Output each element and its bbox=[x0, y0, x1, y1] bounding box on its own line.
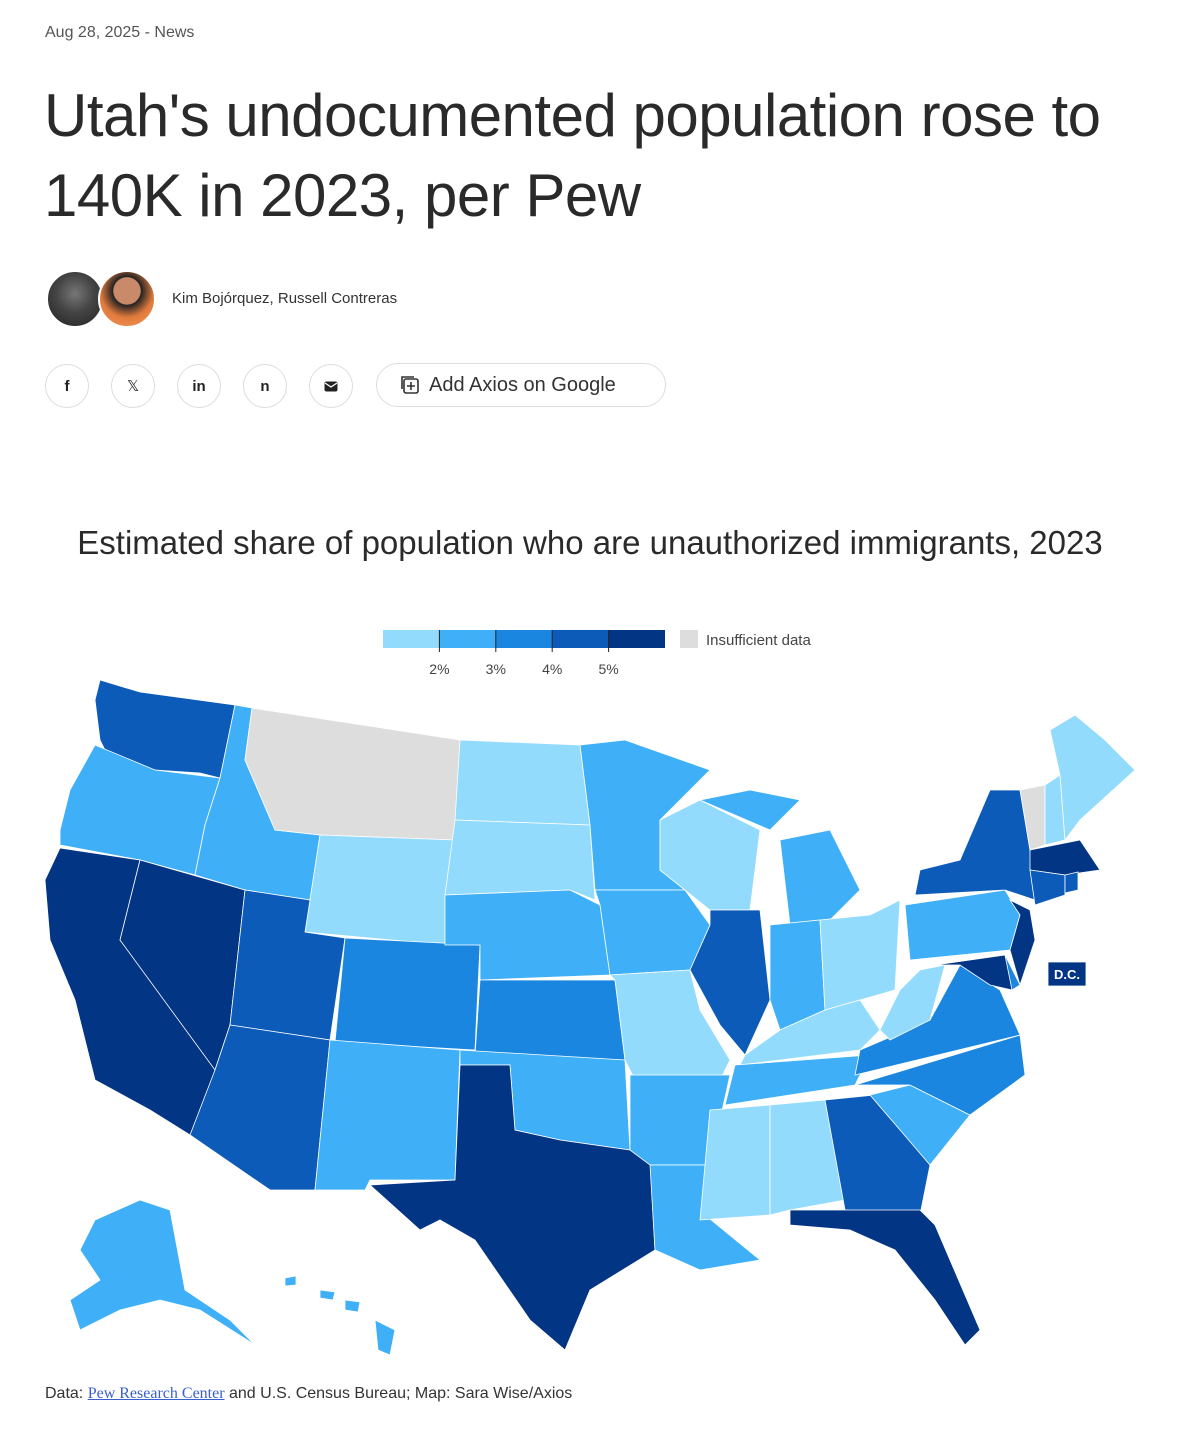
region bbox=[689, 909, 771, 1056]
dateline: Aug 28, 2025 - News bbox=[45, 24, 195, 41]
legend-tick-label: 4% bbox=[542, 661, 562, 677]
region bbox=[594, 889, 711, 976]
region bbox=[369, 1064, 656, 1351]
author-avatar[interactable] bbox=[98, 270, 156, 328]
legend-tick-label: 5% bbox=[598, 661, 618, 677]
source-link[interactable]: Pew Research Center bbox=[87, 1385, 225, 1402]
region bbox=[789, 1209, 981, 1346]
region bbox=[69, 1199, 256, 1346]
legend-swatch bbox=[495, 630, 553, 648]
legend-no-data bbox=[680, 630, 698, 648]
share-email[interactable] bbox=[309, 364, 353, 408]
google-icon bbox=[401, 376, 419, 394]
region bbox=[314, 1039, 461, 1191]
google-label: Add Axios on Google bbox=[429, 373, 616, 396]
mail-icon bbox=[324, 381, 338, 391]
region bbox=[1047, 961, 1087, 987]
region bbox=[304, 834, 456, 946]
region bbox=[699, 1104, 771, 1221]
legend-swatch bbox=[608, 630, 665, 648]
footer-text: and U.S. Census Bureau; Map: Sara Wise/A… bbox=[229, 1385, 573, 1402]
region bbox=[1064, 871, 1079, 894]
share-x[interactable]: 𝕏 bbox=[111, 364, 155, 408]
headline: Utah's undocumented population rose to 1… bbox=[44, 82, 1101, 229]
region bbox=[244, 707, 461, 841]
region bbox=[824, 1094, 931, 1216]
region bbox=[94, 679, 236, 779]
legend-swatch bbox=[383, 630, 440, 648]
region bbox=[1029, 839, 1101, 876]
region bbox=[698, 789, 861, 926]
region bbox=[769, 1099, 846, 1216]
legend-tick-label: 3% bbox=[486, 661, 506, 677]
footer: Data: Pew Research Center and U.S. Censu… bbox=[45, 1385, 572, 1403]
share-newsletter[interactable]: n bbox=[243, 364, 287, 408]
footer-prefix: Data: bbox=[45, 1385, 84, 1402]
authors[interactable]: Kim Bojórquez, Russell Contreras bbox=[172, 290, 398, 307]
add-google-button[interactable]: Add Axios on Google bbox=[376, 363, 666, 407]
region bbox=[934, 954, 1013, 991]
region bbox=[454, 739, 591, 826]
region bbox=[444, 819, 596, 901]
region bbox=[904, 889, 1021, 961]
region bbox=[914, 789, 1036, 901]
legend-tick-label: 2% bbox=[429, 661, 449, 677]
share-linkedin[interactable]: in bbox=[177, 364, 221, 408]
region bbox=[739, 999, 881, 1066]
legend-swatch bbox=[439, 630, 496, 648]
share-facebook[interactable]: f bbox=[45, 364, 89, 408]
legend-swatch bbox=[552, 630, 609, 648]
region bbox=[1049, 714, 1136, 842]
region bbox=[854, 1034, 1026, 1116]
region bbox=[284, 1275, 396, 1356]
annotation: D.C. bbox=[1054, 967, 1080, 982]
chart-title: Estimated share of population who are un… bbox=[77, 524, 1103, 561]
legend-no-data-label: Insufficient data bbox=[706, 632, 811, 649]
region bbox=[334, 937, 481, 1051]
region bbox=[444, 889, 611, 981]
region bbox=[474, 979, 626, 1061]
region bbox=[1029, 869, 1066, 906]
